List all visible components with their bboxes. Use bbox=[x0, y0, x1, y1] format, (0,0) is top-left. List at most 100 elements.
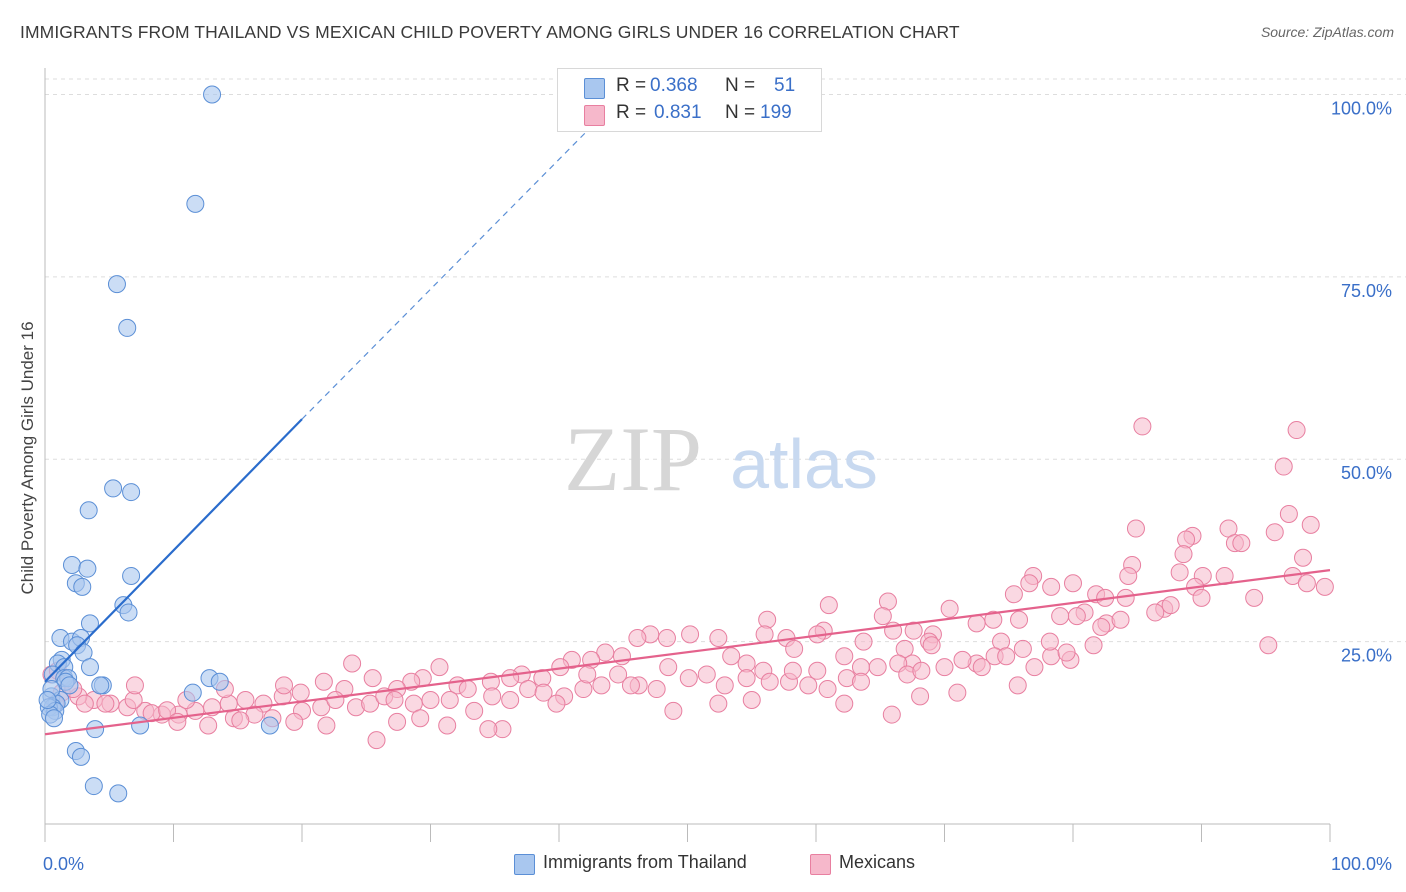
point-mexicans bbox=[664, 701, 683, 720]
point-mexicans bbox=[1004, 585, 1023, 604]
point-mexicans bbox=[1042, 577, 1061, 596]
point-mexicans bbox=[912, 661, 931, 680]
point-mexicans bbox=[904, 621, 923, 640]
point-mexicans bbox=[609, 665, 628, 684]
point-mexicans bbox=[314, 672, 333, 691]
point-mexicans bbox=[363, 669, 382, 688]
point-mexicans bbox=[1119, 566, 1138, 585]
point-thailand bbox=[203, 85, 222, 104]
legend-label-mexicans: Mexicans bbox=[839, 852, 916, 872]
point-mexicans bbox=[236, 690, 255, 709]
point-thailand bbox=[260, 716, 279, 735]
point-thailand bbox=[183, 683, 202, 702]
point-mexicans bbox=[1274, 457, 1293, 476]
point-mexicans bbox=[1259, 636, 1278, 655]
point-mexicans bbox=[1008, 676, 1027, 695]
point-mexicans bbox=[501, 690, 520, 709]
point-mexicans bbox=[818, 680, 837, 699]
point-mexicans bbox=[1051, 607, 1070, 626]
point-mexicans bbox=[1040, 632, 1059, 651]
point-mexicans bbox=[411, 709, 430, 728]
point-mexicans bbox=[760, 672, 779, 691]
point-mexicans bbox=[808, 661, 827, 680]
point-thailand bbox=[210, 672, 229, 691]
point-mexicans bbox=[125, 676, 144, 695]
point-mexicans bbox=[547, 694, 566, 713]
point-mexicans bbox=[851, 672, 870, 691]
legend-n-value: 199 bbox=[760, 102, 792, 123]
point-thailand bbox=[118, 318, 137, 337]
legend-r-value: 0.831 bbox=[654, 102, 702, 123]
point-mexicans bbox=[343, 654, 362, 673]
watermark-atlas: atlas bbox=[730, 425, 878, 503]
point-mexicans bbox=[967, 614, 986, 633]
point-mexicans bbox=[709, 694, 728, 713]
point-mexicans bbox=[835, 694, 854, 713]
point-mexicans bbox=[697, 665, 716, 684]
point-mexicans bbox=[1092, 618, 1111, 637]
point-mexicans bbox=[972, 658, 991, 677]
point-mexicans bbox=[953, 650, 972, 669]
legend-r-label: R = bbox=[616, 102, 647, 123]
point-mexicans bbox=[755, 625, 774, 644]
watermark-zip: ZIP bbox=[564, 408, 702, 510]
legend-n-label: N = bbox=[725, 75, 756, 96]
point-mexicans bbox=[621, 676, 640, 695]
point-thailand bbox=[131, 716, 150, 735]
point-mexicans bbox=[596, 643, 615, 662]
point-mexicans bbox=[922, 636, 941, 655]
point-mexicans bbox=[326, 690, 345, 709]
legend-r-label: R = bbox=[616, 75, 647, 96]
point-mexicans bbox=[997, 647, 1016, 666]
point-mexicans bbox=[722, 647, 741, 666]
legend-swatch-thailand bbox=[584, 78, 605, 99]
legend-n-value: 51 bbox=[774, 75, 796, 96]
point-mexicans bbox=[458, 680, 477, 699]
point-thailand bbox=[60, 676, 79, 695]
point-mexicans bbox=[1161, 596, 1180, 615]
trend-lines bbox=[44, 94, 1331, 736]
point-mexicans bbox=[388, 712, 407, 731]
point-mexicans bbox=[361, 694, 380, 713]
point-mexicans bbox=[440, 690, 459, 709]
legend-swatch-mexicans bbox=[584, 105, 605, 126]
point-thailand bbox=[79, 501, 98, 520]
point-mexicans bbox=[681, 625, 700, 644]
point-thailand bbox=[122, 483, 141, 502]
x-tick-label: 100.0% bbox=[1331, 854, 1392, 874]
point-mexicans bbox=[479, 720, 498, 739]
point-mexicans bbox=[1232, 534, 1251, 553]
point-mexicans bbox=[519, 680, 538, 699]
legend-row-mexicans: R = 0.831 N = 199 bbox=[558, 102, 821, 128]
point-mexicans bbox=[578, 665, 597, 684]
point-thailand bbox=[107, 275, 126, 294]
point-mexicans bbox=[1146, 603, 1165, 622]
point-mexicans bbox=[868, 658, 887, 677]
legend-swatch-thailand bbox=[514, 854, 535, 875]
point-mexicans bbox=[628, 628, 647, 647]
point-mexicans bbox=[1177, 530, 1196, 549]
point-mexicans bbox=[1020, 574, 1039, 593]
legend-n-label: N = bbox=[725, 102, 756, 123]
y-tick-label: 50.0% bbox=[1341, 463, 1392, 483]
legend-r-value: 0.368 bbox=[650, 75, 698, 96]
y-tick-label: 100.0% bbox=[1331, 98, 1392, 118]
point-mexicans bbox=[285, 712, 304, 731]
point-mexicans bbox=[96, 694, 115, 713]
point-mexicans bbox=[1111, 610, 1130, 629]
point-mexicans bbox=[785, 639, 804, 658]
trend-line-mexicans bbox=[44, 569, 1331, 736]
point-mexicans bbox=[1170, 563, 1189, 582]
grid-lines bbox=[45, 78, 1406, 643]
y-axis-label: Child Poverty Among Girls Under 16 bbox=[18, 321, 37, 594]
point-thailand bbox=[38, 690, 57, 709]
point-mexicans bbox=[1084, 636, 1103, 655]
point-mexicans bbox=[1301, 515, 1320, 534]
point-thailand bbox=[78, 559, 97, 578]
point-mexicans bbox=[819, 596, 838, 615]
point-mexicans bbox=[1057, 643, 1076, 662]
point-mexicans bbox=[1265, 523, 1284, 542]
point-mexicans bbox=[501, 669, 520, 688]
point-mexicans bbox=[715, 676, 734, 695]
